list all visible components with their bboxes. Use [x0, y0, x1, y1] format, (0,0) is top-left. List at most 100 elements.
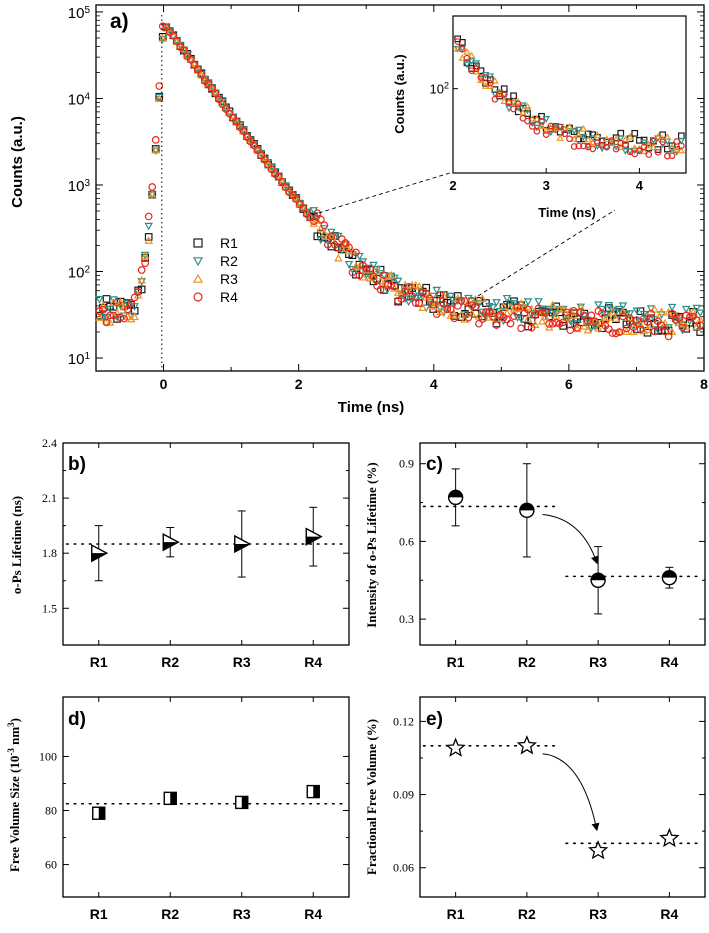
data-point-R3	[608, 307, 617, 316]
data-point-R2	[681, 305, 691, 314]
inset-data-point-R3	[579, 124, 588, 132]
data-point-R4	[513, 302, 522, 311]
data-point-R3	[625, 313, 635, 322]
data-point-R4	[569, 306, 578, 315]
data-point-R4	[106, 311, 114, 320]
y-tick-label: 105	[68, 4, 91, 22]
data-point-R4	[506, 319, 515, 328]
data-point-R3	[643, 325, 652, 333]
data-point-R1	[102, 295, 111, 303]
inset-data-point-R4	[566, 135, 573, 143]
data-point-R4	[432, 310, 441, 318]
data-point-R3	[179, 44, 189, 53]
x-tick-label: 8	[700, 376, 708, 392]
data-point-R3	[418, 303, 427, 312]
data-point-R4	[411, 299, 420, 307]
x-tick-label: 2	[295, 376, 303, 392]
data-point-R3	[147, 189, 157, 198]
data-point-R3	[386, 270, 396, 279]
inset-data-point-R2	[514, 104, 523, 112]
data-point-R4	[320, 221, 329, 230]
data-point-R2	[133, 288, 143, 297]
inset-data-point-R3	[565, 122, 574, 130]
inset-zoom-line-top	[311, 171, 454, 216]
panel-c-intensity-chart: R1 R2 R3 R4 0.3 0.6 0.9 c) Intensity of o-Ps L…	[364, 442, 706, 670]
data-point-R3	[313, 216, 322, 224]
inset-data-point-R3	[528, 114, 536, 122]
legend-marker-R1	[193, 238, 203, 248]
data-point-R4	[169, 31, 178, 40]
data-point-R2	[618, 302, 628, 311]
data-point-R3	[95, 313, 104, 321]
panel-a-inset: 2 3 4 102 Time (ns) Counts (a.u.)	[392, 15, 687, 220]
panel-e-data-points	[445, 735, 680, 860]
inset-data-point-R4	[482, 74, 489, 81]
data-point-R4	[380, 271, 388, 280]
data-point-R4	[429, 300, 438, 309]
data-point-R3	[362, 265, 371, 274]
data-point-R3	[590, 572, 606, 588]
data-point-R4	[334, 244, 343, 252]
data-point-R4	[123, 305, 132, 314]
inset-data-point-R4	[496, 90, 503, 98]
data-point-R4	[211, 89, 220, 98]
data-point-R2	[163, 791, 177, 806]
marker-fill	[662, 570, 677, 578]
data-point-R3	[372, 266, 382, 275]
data-point-R4	[622, 324, 631, 333]
data-point-R3	[154, 94, 164, 102]
data-point-R4	[309, 217, 318, 225]
data-point-R3	[460, 315, 470, 323]
panel-b-frame	[62, 442, 350, 646]
data-point-R3	[513, 304, 522, 313]
data-point-R4	[629, 323, 638, 331]
data-point-R4	[696, 321, 705, 329]
data-point-R4	[281, 183, 290, 192]
inset-data-point-R2	[519, 102, 527, 110]
data-point-R4	[415, 299, 424, 307]
inset-data-point-R4	[556, 123, 564, 131]
inset-data-point-R3	[644, 140, 653, 148]
panel-a-y-ticks: 101 102 103 104 105	[68, 4, 704, 368]
data-point-R3	[211, 87, 220, 96]
data-point-R4	[355, 271, 364, 280]
inset-data-point-R1	[454, 35, 462, 43]
data-point-R4	[545, 320, 554, 328]
inset-data-point-R3	[677, 146, 686, 154]
data-point-R3	[450, 310, 459, 318]
data-point-R4	[457, 296, 466, 305]
data-point-R2	[502, 294, 512, 303]
panel-a-frame	[95, 4, 705, 372]
inset-data-point-R4	[547, 122, 555, 130]
data-point-R2	[604, 301, 614, 310]
x-tick-label: 0	[160, 376, 168, 392]
y-tick-label: 102	[68, 264, 91, 282]
inset-data-point-R4	[622, 141, 629, 148]
inset-data-point-R4	[505, 99, 513, 106]
data-point-R4	[313, 209, 322, 218]
data-point-R2	[534, 298, 543, 306]
inset-y-tick-label: 102	[430, 81, 449, 97]
data-point-R4	[464, 313, 473, 322]
data-point-R2	[608, 306, 617, 315]
y-tick-label: 0.12	[393, 714, 414, 728]
data-point-R3	[298, 202, 308, 210]
panel-e-trend-arrow	[542, 753, 600, 832]
data-point-R3	[232, 118, 241, 126]
data-point-R2	[478, 308, 487, 317]
y-tick-label: 0.09	[393, 788, 414, 802]
inset-data-point-R4	[538, 117, 545, 125]
inset-data-point-R4	[608, 137, 615, 145]
panel-e-fractional-free-volume-chart: R1 R2 R3 R4 0.06 0.09 0.12 e) Fractional Free …	[364, 696, 706, 922]
data-point-R2	[516, 735, 538, 755]
panel-e-label: e)	[426, 709, 443, 730]
inset-data-point-R3	[672, 145, 681, 153]
inset-data-point-R4	[589, 145, 597, 153]
data-point-R4	[510, 312, 518, 320]
category-label-R2: R2	[161, 906, 179, 922]
data-point-R3	[594, 323, 603, 332]
y-tick-label: 100	[39, 749, 57, 763]
data-point-R4	[647, 309, 655, 318]
data-point-R4	[562, 308, 571, 317]
inset-data-point-R3	[603, 135, 611, 143]
